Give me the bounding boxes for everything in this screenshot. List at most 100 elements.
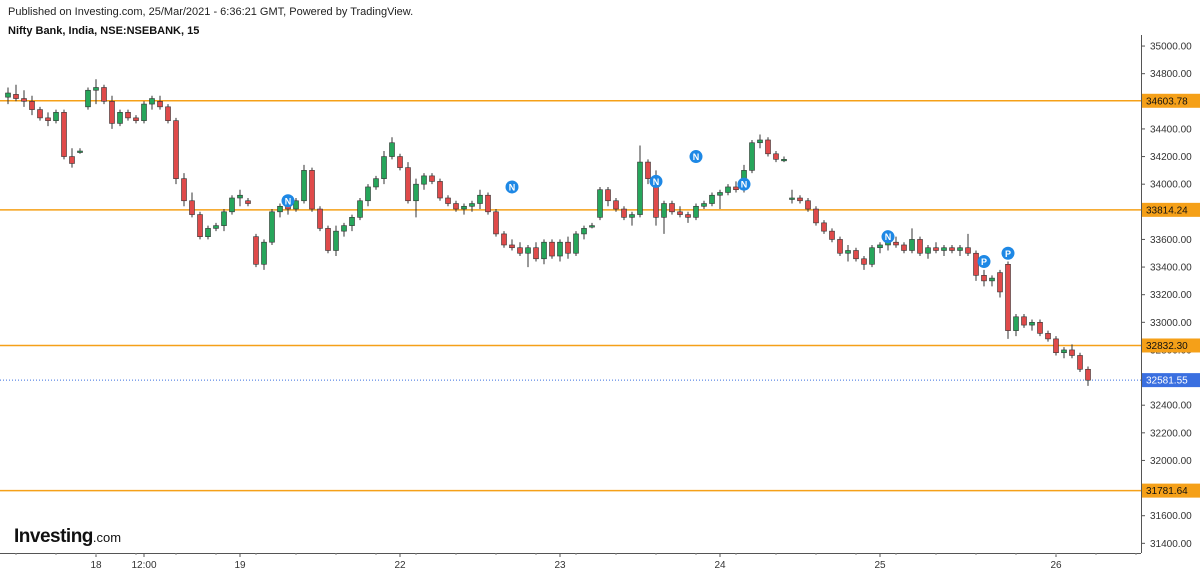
candle-down [1045, 333, 1051, 340]
event-marker-label: N [885, 232, 892, 242]
time-tick-label: 24 [714, 560, 726, 571]
price-tick-label: 34000.00 [1150, 180, 1192, 191]
candle-down [405, 167, 411, 202]
time-tick-label: 18 [90, 560, 102, 571]
logo-suffix: .com [92, 530, 122, 545]
candle-up [53, 112, 59, 121]
candle-up [213, 225, 219, 229]
axis-price-labels: 34603.78 33814.24 32832.30 31781.64 32581.55 [1142, 93, 1200, 498]
candle-down [501, 233, 507, 246]
candle-down [821, 222, 827, 232]
candle-up [85, 89, 91, 108]
event-marker-label: P [1005, 249, 1011, 259]
candle-up [789, 197, 795, 200]
candle-down [837, 239, 843, 254]
logo-wordmark: Investing [14, 526, 93, 547]
candle-up [333, 230, 339, 251]
candle-up [365, 186, 371, 202]
candle-down [829, 230, 835, 240]
price-tick-label: 32400.00 [1150, 401, 1192, 412]
candle-down [325, 228, 331, 251]
candle-down [645, 161, 651, 179]
candle-down [797, 197, 803, 202]
time-tick-label: 26 [1050, 560, 1062, 571]
candle-down [397, 156, 403, 168]
candle-up [301, 170, 307, 202]
candle-up [989, 277, 995, 282]
price-tick-label: 35000.00 [1150, 42, 1192, 53]
candle-up [1013, 316, 1019, 331]
time-axis[interactable]: 18 12:00 19 22 23 24 25 26 [0, 553, 1141, 571]
event-marker-label: N [653, 177, 660, 187]
level-price-label: 32832.30 [1146, 341, 1188, 352]
level-price-label: 31781.64 [1146, 486, 1188, 497]
candle-down [429, 175, 435, 182]
candle-down [613, 200, 619, 210]
candle-down [861, 258, 867, 265]
candle-up [117, 112, 123, 124]
price-tick-label: 33400.00 [1150, 263, 1192, 274]
candle-down [133, 117, 139, 121]
symbol-title: Nifty Bank, India, NSE:NSEBANK, 15 [8, 25, 200, 37]
candle-up [925, 247, 931, 254]
candle-up [221, 211, 227, 226]
candle-up [389, 142, 395, 157]
candle-up [557, 241, 563, 257]
candle-up [869, 247, 875, 265]
event-marker [881, 230, 895, 244]
candle-down [1021, 316, 1027, 326]
level-price-box [1142, 338, 1200, 353]
candle-down [997, 272, 1003, 293]
candle-down [197, 214, 203, 237]
candle-up [477, 194, 483, 204]
candle-down [981, 275, 987, 282]
event-marker [689, 150, 703, 164]
price-tick-label: 34200.00 [1150, 152, 1192, 163]
time-tick-label: 19 [234, 560, 246, 571]
time-tick-label: 12:00 [131, 560, 156, 571]
candle-up [909, 239, 915, 251]
candle-down [773, 153, 779, 160]
candle-up [461, 205, 467, 210]
price-axis[interactable]: 31400.0031600.0031800.0032000.0032200.00… [1141, 35, 1192, 553]
candle-up [93, 87, 99, 91]
candle-up [589, 225, 595, 228]
candle-down [437, 181, 443, 199]
candle-down [677, 211, 683, 215]
candle-up [5, 92, 11, 98]
price-tick-label: 34400.00 [1150, 124, 1192, 135]
candle-down [917, 239, 923, 254]
candle-down [733, 186, 739, 191]
candle-up [237, 194, 243, 199]
investing-logo: Investing .com [14, 526, 121, 548]
candle-up [877, 244, 883, 249]
event-marker-label: P [981, 257, 987, 267]
candle-down [901, 244, 907, 251]
candle-up [661, 203, 667, 218]
candle-up [373, 178, 379, 188]
candle-down [245, 200, 251, 204]
candle-up [525, 247, 531, 254]
candle-down [157, 101, 163, 108]
candle-up [541, 241, 547, 260]
candle-up [421, 175, 427, 185]
candle-down [101, 87, 107, 102]
candle-up [709, 194, 715, 204]
price-tick-label: 32000.00 [1150, 456, 1192, 467]
price-tick-label: 32200.00 [1150, 428, 1192, 439]
candle-down [1037, 322, 1043, 334]
chart-header: Published on Investing.com, 25/Mar/2021 … [8, 4, 413, 39]
candle-up [573, 233, 579, 254]
price-tick-label: 33000.00 [1150, 318, 1192, 329]
level-price-box [1142, 93, 1200, 108]
horizontal-levels [0, 100, 1141, 492]
event-marker-label: N [509, 182, 516, 192]
candle-down [165, 106, 171, 121]
candle-down [189, 200, 195, 215]
candle-down [565, 241, 571, 254]
candle-down [69, 156, 75, 164]
candle-down [949, 247, 955, 251]
candle-up [261, 241, 267, 265]
candle-down [173, 120, 179, 179]
